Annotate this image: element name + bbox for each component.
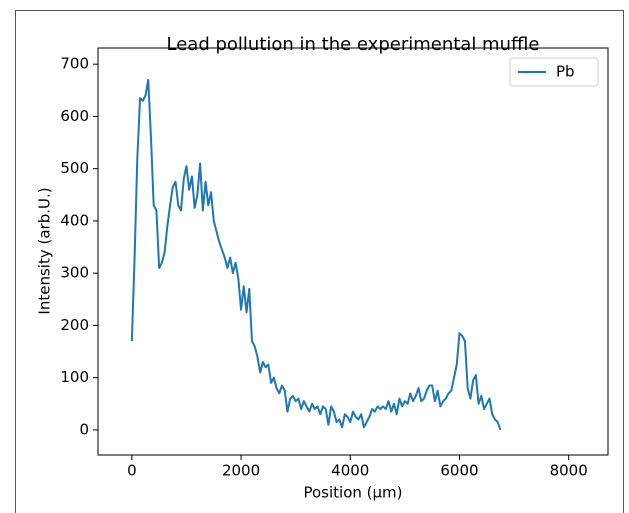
figure-frame bbox=[15, 10, 624, 513]
x-tick-label: 8000 bbox=[550, 462, 588, 480]
y-tick-label: 200 bbox=[60, 316, 89, 334]
chart-title: Lead pollution in the experimental muffl… bbox=[167, 34, 540, 55]
y-tick-label: 600 bbox=[60, 107, 89, 125]
data-line bbox=[130, 78, 502, 431]
x-tick-label: 6000 bbox=[440, 462, 478, 480]
y-tick-label: 300 bbox=[60, 264, 89, 282]
x-tick-label: 0 bbox=[127, 462, 137, 480]
y-tick-label: 400 bbox=[60, 211, 89, 229]
legend-box bbox=[509, 57, 599, 87]
x-tick-label: 2000 bbox=[222, 462, 260, 480]
x-tick-label: 4000 bbox=[331, 462, 369, 480]
y-tick-label: 100 bbox=[60, 368, 89, 386]
y-axis-label: Intensity (arb.U.) bbox=[36, 187, 54, 314]
legend-label: Pb bbox=[556, 63, 575, 81]
y-tick-label: 500 bbox=[60, 159, 89, 177]
plot-frame bbox=[97, 47, 609, 456]
y-tick-label: 0 bbox=[79, 420, 89, 438]
x-axis-label: Position (µm) bbox=[303, 484, 402, 502]
y-tick-label: 700 bbox=[60, 55, 89, 73]
